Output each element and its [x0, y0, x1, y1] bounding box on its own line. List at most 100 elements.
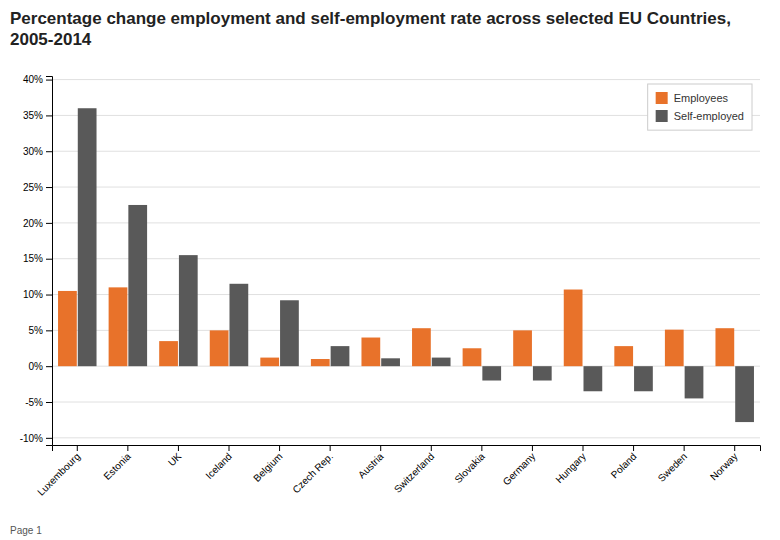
- tick: 25%: [23, 182, 52, 193]
- tick-label: Switzerland: [392, 451, 436, 495]
- bar: [412, 328, 431, 366]
- bars: [58, 108, 754, 422]
- bar: [564, 290, 583, 367]
- tick-label: Slovakia: [452, 450, 487, 485]
- bar: [381, 358, 400, 366]
- annotation: Page 1: [10, 525, 42, 536]
- tick-mark: [46, 366, 52, 367]
- bar: [58, 291, 77, 366]
- grid-line: [52, 402, 760, 403]
- tick: Germany: [501, 445, 538, 488]
- legend-items: Employees Self-employed: [656, 92, 744, 122]
- bar-series: [78, 108, 754, 422]
- tick-mark: [330, 445, 331, 451]
- tick: Slovakia: [452, 445, 487, 485]
- tick: Sweden: [656, 445, 689, 484]
- tick-label: 10%: [23, 289, 43, 300]
- tick-label: 15%: [23, 253, 43, 264]
- tick-label: Iceland: [203, 451, 234, 482]
- legend-swatch: [656, 110, 668, 122]
- bar-series: [58, 287, 734, 366]
- legend: Employees Self-employed: [648, 84, 752, 130]
- bar: [614, 346, 633, 366]
- tick-mark: [46, 438, 52, 439]
- tick-label: 0%: [29, 361, 44, 372]
- tick-mark: [46, 402, 52, 403]
- bar: [331, 346, 350, 366]
- bar: [715, 328, 734, 366]
- tick: Norway: [708, 445, 740, 482]
- tick-mark: [46, 223, 52, 224]
- legend-label: Employees: [674, 92, 729, 104]
- bar: [463, 348, 482, 366]
- tick: Poland: [609, 445, 639, 480]
- tick-mark: [229, 445, 230, 451]
- tick-label: Austria: [356, 450, 386, 480]
- legend-box: [648, 84, 752, 130]
- tick-mark: [481, 445, 482, 451]
- tick-mark: [279, 445, 280, 451]
- tick-mark: [178, 445, 179, 451]
- bar: [513, 330, 532, 366]
- bar: [179, 255, 198, 366]
- grid-line: [52, 222, 760, 223]
- tick-label: 35%: [23, 110, 43, 121]
- tick-label: 5%: [29, 325, 44, 336]
- tick-mark: [431, 445, 432, 451]
- tick-label: 25%: [23, 182, 43, 193]
- grid-line: [52, 79, 760, 80]
- bar: [361, 338, 380, 367]
- grid-line: [52, 258, 760, 259]
- legend-item: Self-employed: [656, 110, 744, 122]
- tick-mark: [46, 295, 52, 296]
- tick-mark: [532, 445, 533, 451]
- bar: [159, 341, 178, 366]
- tick-mark: [46, 80, 52, 81]
- tick-mark: [380, 445, 381, 451]
- tick-label: Hungary: [553, 451, 588, 486]
- bar: [210, 330, 229, 366]
- grid-line: [52, 330, 760, 331]
- tick-mark: [46, 330, 52, 331]
- tick: 15%: [23, 253, 52, 264]
- tick-mark: [77, 445, 78, 451]
- bar: [229, 284, 248, 366]
- grid: [52, 80, 760, 438]
- axis-line: [46, 77, 53, 446]
- grid-line: [52, 437, 760, 438]
- tick: 35%: [23, 110, 52, 121]
- bar: [665, 330, 684, 367]
- grid-line: [52, 187, 760, 188]
- tick-label: -10%: [20, 433, 43, 444]
- tick-mark: [46, 151, 52, 152]
- tick-mark: [684, 445, 685, 451]
- tick: 0%: [29, 361, 52, 372]
- grid-line: [52, 294, 760, 295]
- tick-label: Germany: [501, 451, 538, 488]
- tick: Czech Rep.: [290, 445, 335, 495]
- tick-mark: [633, 445, 634, 451]
- tick-mark: [46, 187, 52, 188]
- tick-label: Luxembourg: [35, 451, 82, 498]
- bar: [735, 366, 754, 422]
- bar: [432, 358, 451, 367]
- tick-label: -5%: [25, 397, 43, 408]
- tick: 20%: [23, 218, 52, 229]
- tick-label: UK: [166, 450, 184, 468]
- tick: UK: [166, 445, 184, 468]
- tick: Iceland: [203, 445, 234, 481]
- tick-label: Belgium: [251, 451, 284, 484]
- grid-line: [52, 366, 760, 367]
- tick-label: 30%: [23, 146, 43, 157]
- bar: [583, 366, 602, 391]
- tick-mark: [46, 115, 52, 116]
- tick-label: Czech Rep.: [290, 451, 335, 496]
- bar: [634, 366, 653, 391]
- y-axis: -10%-5%0%5%10%15%20%25%30%35%40%: [20, 74, 53, 445]
- grid-line: [52, 151, 760, 152]
- tick: Switzerland: [392, 445, 436, 495]
- tick-label: 20%: [23, 218, 43, 229]
- tick-label: Sweden: [656, 451, 689, 484]
- tick: -5%: [25, 397, 52, 408]
- bar: [280, 300, 299, 366]
